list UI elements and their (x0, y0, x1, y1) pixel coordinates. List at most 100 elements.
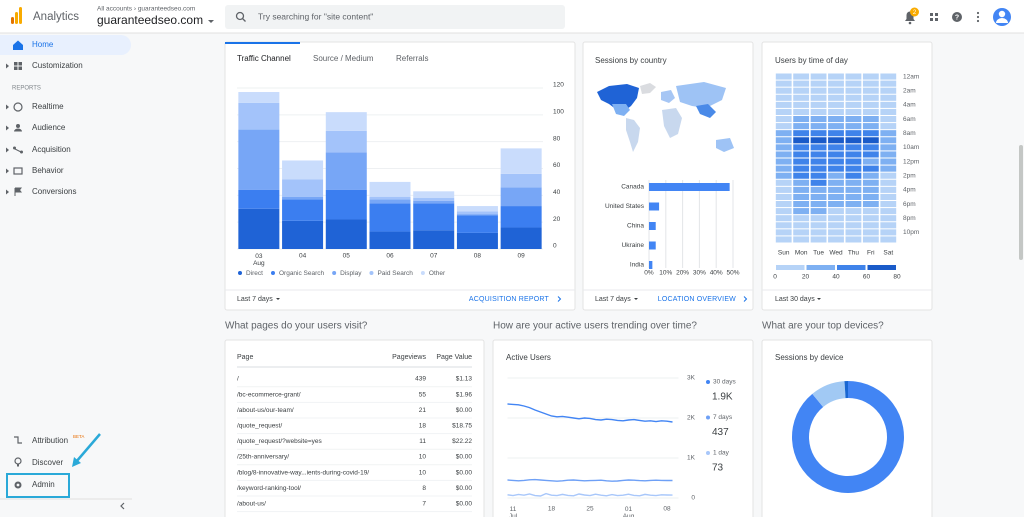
bar-segment (282, 220, 324, 249)
heat-cell (880, 108, 897, 115)
tab-active[interactable]: Traffic Channel (237, 54, 291, 63)
x-tick-label: 08 (474, 253, 482, 260)
heat-cell (862, 236, 879, 243)
report-link[interactable]: ACQUISITION REPORT (469, 296, 550, 303)
heat-cell (880, 94, 897, 101)
x-tick-label: Thu (848, 250, 860, 257)
heat-cell (775, 172, 792, 179)
range-caret[interactable] (634, 298, 638, 300)
link-chevron[interactable] (743, 296, 748, 302)
link-chevron[interactable] (557, 296, 562, 302)
heat-cell (775, 123, 792, 130)
heat-cell (828, 222, 844, 229)
legend-swatch (706, 451, 710, 455)
heat-cell (775, 215, 792, 222)
bar-segment (413, 191, 455, 199)
heat-cell (775, 73, 792, 80)
bar-segment (413, 230, 455, 249)
tab[interactable]: Source / Medium (313, 54, 374, 63)
date-range[interactable]: Last 7 days (595, 296, 631, 303)
series-line (507, 478, 673, 482)
x-tick-label: 01 Aug (623, 506, 635, 517)
heat-cell (828, 193, 844, 200)
legend-swatch (420, 271, 425, 275)
nav-report[interactable]: Audience (32, 123, 66, 132)
heat-cell (880, 158, 897, 165)
date-range[interactable]: Last 7 days (237, 296, 273, 303)
account-name[interactable]: guaranteedseo.com (97, 13, 203, 27)
heat-cell (775, 208, 792, 215)
legend-label: 1 day (713, 450, 730, 457)
notifications-button[interactable] (905, 7, 919, 25)
bar (649, 241, 656, 250)
heat-cell (862, 87, 879, 94)
report-link[interactable]: LOCATION OVERVIEW (658, 296, 736, 303)
bar-segment (369, 196, 411, 200)
collapse-button[interactable] (120, 502, 125, 510)
heat-cell (828, 137, 844, 144)
bar-segment (238, 189, 280, 209)
y-tick-label: 2K (687, 415, 696, 422)
card-title: Active Users (506, 353, 551, 362)
row-label: 4am (903, 102, 916, 109)
nav-report[interactable]: Acquisition (32, 145, 71, 154)
heat-cell (862, 222, 879, 229)
x-tick-label: 03 Aug (253, 253, 265, 267)
apps-button[interactable] (930, 13, 938, 21)
heat-cell (775, 193, 792, 200)
pageviews: 439 (415, 376, 426, 383)
heat-cell (880, 201, 897, 208)
heat-cell (775, 179, 792, 186)
nav-report[interactable]: Behavior (32, 166, 64, 175)
account-caret[interactable] (208, 20, 214, 23)
pageviews: 10 (419, 454, 427, 461)
nav-attribution[interactable]: Attribution (32, 436, 68, 445)
nav-expanders (6, 63, 9, 195)
y-tick-label: 60 (553, 162, 561, 169)
search-box[interactable] (225, 5, 565, 29)
legend-swatch (332, 271, 337, 275)
series-line (507, 492, 673, 497)
nav-home[interactable]: Home (32, 40, 54, 49)
range-caret[interactable] (276, 298, 280, 300)
row-label: 4pm (903, 187, 916, 194)
x-tick-label: 0% (644, 270, 654, 277)
nav-customization[interactable]: Customization (32, 61, 83, 70)
column-header: Page Value (436, 354, 472, 361)
search-placeholder: Try searching for "site content" (258, 11, 373, 21)
page-path: /keyword-ranking-tool/ (237, 485, 301, 492)
heat-cell (845, 101, 862, 108)
nav-report[interactable]: Realtime (32, 102, 64, 111)
avatar[interactable] (993, 8, 1011, 26)
x-tick-label: 07 (430, 253, 438, 260)
heat-cell (880, 229, 897, 236)
scrollbar-thumb[interactable] (1019, 145, 1023, 260)
category-label: China (627, 223, 644, 230)
heat-cell (810, 144, 827, 151)
section-heading: What pages do your users visit? (225, 321, 368, 332)
heat-cell (828, 158, 844, 165)
nav-report[interactable]: Conversions (32, 187, 76, 196)
legend-label: Paid Search (377, 270, 413, 277)
bar-segment (456, 211, 498, 215)
tab[interactable]: Referrals (396, 54, 428, 63)
nav-discover[interactable]: Discover (32, 458, 63, 467)
range-caret[interactable] (817, 298, 821, 300)
heat-cell (880, 208, 897, 215)
date-range[interactable]: Last 30 days (775, 296, 815, 303)
help-button[interactable]: ? (952, 12, 962, 22)
heat-cell (793, 165, 810, 172)
notification-badge: 2 (913, 10, 917, 16)
home-highlight (0, 35, 131, 55)
nav-admin[interactable]: Admin (32, 480, 55, 489)
heat-cell (828, 87, 844, 94)
more-button[interactable] (976, 11, 980, 23)
x-tick-label: 40% (710, 270, 723, 277)
heat-cell (810, 215, 827, 222)
row-label: 12am (903, 73, 919, 80)
breadcrumb[interactable]: All accounts › guaranteedseo.com (97, 6, 195, 13)
heat-cell (793, 208, 810, 215)
bar-segment (456, 214, 498, 216)
heat-cell (880, 101, 897, 108)
heat-cell (828, 179, 844, 186)
